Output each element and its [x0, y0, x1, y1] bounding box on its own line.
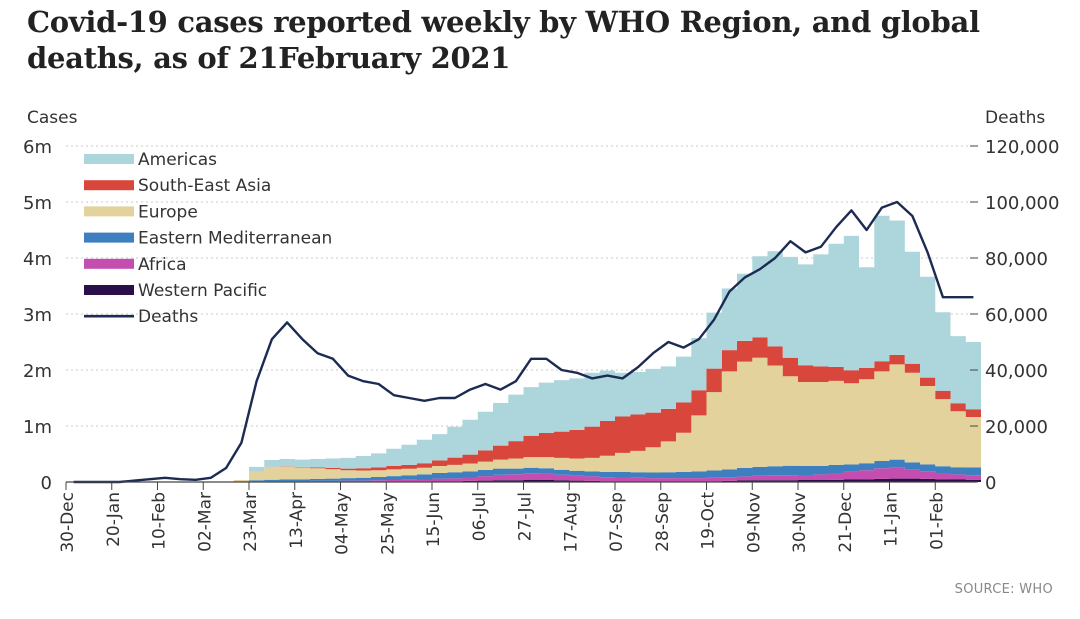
area-south-east-asia: [66, 337, 981, 482]
y-right-tick-label: 20,000: [985, 417, 1048, 438]
chart-title: Covid-19 cases reported weekly by WHO Re…: [27, 5, 980, 75]
deaths-line: [73, 200, 974, 484]
x-tick-label: 20-Jan: [104, 492, 124, 547]
y-axis-right-label: Deaths: [985, 108, 1045, 128]
legend-swatch-south-east-asia: [84, 180, 134, 191]
y-axis-left-label: Cases: [27, 108, 78, 128]
x-tick-label: 27-Jul: [516, 492, 536, 541]
y-left-tick-label: 5m: [23, 193, 52, 214]
x-tick-label: 01-Feb: [927, 492, 947, 550]
legend-label-americas: Americas: [138, 150, 217, 170]
x-tick-label: 15-Jun: [424, 492, 444, 547]
y-right-tick-label: 40,000: [985, 361, 1048, 382]
x-tick-label: 17-Aug: [561, 492, 581, 553]
legend-swatch-western-pacific: [84, 285, 134, 295]
x-tick-label: 25-May: [378, 492, 398, 555]
x-tick-label: 10-Feb: [150, 492, 170, 550]
x-tick-label: 21-Dec: [836, 492, 856, 553]
y-left-tick-label: 4m: [23, 249, 52, 270]
legend-label-south-east-asia: South-East Asia: [138, 176, 271, 196]
x-tick-label: 13-Apr: [287, 492, 307, 549]
y-axis-right: 0 20,000 40,000 60,000 80,000 100,000 120,000: [970, 137, 1059, 494]
area-africa: [66, 467, 981, 482]
legend-label-eastern-mediterranean: Eastern Mediterranean: [138, 229, 332, 249]
x-tick-label: 28-Sep: [653, 492, 673, 552]
x-tick-label: 23-Mar: [241, 492, 261, 552]
x-tick-label: 11-Jan: [882, 492, 902, 547]
legend-label-europe: Europe: [138, 202, 198, 222]
y-right-tick-label: 0: [985, 473, 996, 494]
x-axis: 30-Dec 20-Jan 10-Feb 02-Mar 23-Mar 13-Apr 04-M…: [58, 482, 947, 555]
legend-swatch-eastern-mediterranean: [84, 232, 134, 243]
legend: Americas South-East Asia Europe Eastern Med…: [84, 150, 332, 327]
y-right-tick-label: 80,000: [985, 249, 1048, 270]
legend-swatch-americas: [84, 154, 134, 164]
area-eastern-mediterranean: [66, 459, 981, 482]
x-tick-label: 09-Nov: [744, 492, 764, 553]
x-tick-label: 30-Nov: [790, 492, 810, 553]
y-left-tick-label: 1m: [23, 417, 52, 438]
y-right-tick-label: 120,000: [985, 137, 1059, 158]
x-tick-label: 02-Mar: [195, 492, 215, 552]
y-right-tick-label: 60,000: [985, 305, 1048, 326]
area-europe: [66, 357, 981, 482]
y-left-tick-label: 3m: [23, 305, 52, 326]
stacked-areas: [66, 215, 981, 482]
legend-swatch-africa: [84, 258, 134, 269]
x-tick-label: 30-Dec: [58, 492, 78, 553]
legend-swatch-europe: [84, 206, 134, 217]
x-tick-label: 06-Jul: [470, 492, 490, 541]
y-axis-left: 0 1m 2m 3m 4m 5m 6m: [23, 137, 52, 494]
x-tick-label: 07-Sep: [607, 492, 627, 552]
legend-label-deaths: Deaths: [138, 307, 198, 327]
x-tick-label: 04-May: [333, 492, 353, 555]
y-right-tick-label: 100,000: [985, 193, 1059, 214]
legend-label-africa: Africa: [138, 255, 187, 275]
y-left-tick-label: 6m: [23, 137, 52, 158]
source-note: SOURCE: WHO: [954, 582, 1053, 597]
legend-label-western-pacific: Western Pacific: [138, 281, 267, 301]
area-americas: [66, 215, 981, 482]
y-left-tick-label: 0: [41, 473, 52, 494]
x-tick-label: 19-Oct: [699, 492, 719, 550]
y-left-tick-label: 2m: [23, 361, 52, 382]
